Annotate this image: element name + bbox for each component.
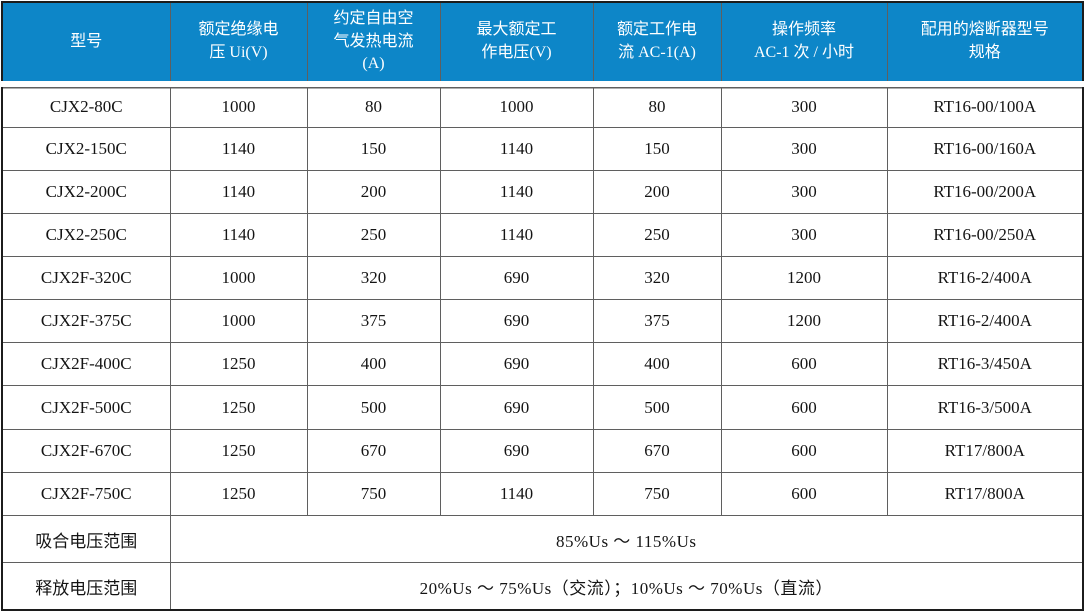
value-cell: 600 [720,428,888,473]
value-cell: 1140 [169,169,308,214]
value-cell: 400 [592,342,722,387]
value-cell: 250 [306,212,441,258]
value-cell: 690 [439,385,594,430]
column-header-op_freq: 操作频率 AC-1 次 / 小时 [720,2,888,87]
table-row: CJX2-200C 1140 200 1140 200 300 RT16-00/200A [1,169,1084,214]
table-row: CJX2F-750C 1250 750 1140 750 600 RT17/800A [1,471,1084,516]
column-header-ue_max: 最大额定工 作电压(V) [439,2,594,87]
value-cell: 320 [592,256,722,301]
value-cell: 300 [720,169,888,214]
column-header-fuse: 配用的熔断器型号 规格 [886,2,1084,87]
footer-value-cell: 20%Us ～ 75%Us（交流）；10%Us ～ 70%Us（直流） [169,562,1084,611]
footer-row: 吸合电压范围 85%Us ～ 115%Us [1,514,1084,564]
model-cell: CJX2F-500C [1,385,171,430]
value-cell: 600 [720,471,888,516]
table-row: CJX2F-375C 1000 375 690 375 1200 RT16-2/400A [1,299,1084,344]
value-cell: 200 [592,169,722,214]
value-cell: 1250 [169,385,308,430]
table-row: CJX2F-400C 1250 400 690 400 600 RT16-3/450A [1,342,1084,387]
value-cell: RT16-00/200A [886,169,1084,214]
value-cell: 1200 [720,256,888,301]
value-cell: 690 [439,299,594,344]
value-cell: 1140 [439,126,594,171]
value-cell: 400 [306,342,441,387]
value-cell: 1000 [169,299,308,344]
column-header-ui: 额定绝缘电 压 Ui(V) [169,2,308,87]
table-row: CJX2-150C 1140 150 1140 150 300 RT16-00/160A [1,126,1084,171]
value-cell: 1000 [169,256,308,301]
value-cell: 1200 [720,299,888,344]
header-row: 型号 额定绝缘电 压 Ui(V) 约定自由空 气发热电流 (A) 最大额定工 作电压(… [1,2,1084,87]
value-cell: 500 [592,385,722,430]
column-header-ith: 约定自由空 气发热电流 (A) [306,2,441,87]
value-cell: 300 [720,126,888,171]
value-cell: 690 [439,428,594,473]
value-cell: 300 [720,84,888,128]
value-cell: RT16-2/400A [886,256,1084,301]
model-cell: CJX2F-320C [1,256,171,301]
model-cell: CJX2F-400C [1,342,171,387]
footer-label-cell: 吸合电压范围 [1,514,171,564]
value-cell: RT16-00/250A [886,212,1084,258]
table-row: CJX2F-320C 1000 320 690 320 1200 RT16-2/400A [1,256,1084,301]
value-cell: RT17/800A [886,428,1084,473]
table-header: 型号 额定绝缘电 压 Ui(V) 约定自由空 气发热电流 (A) 最大额定工 作电压(… [1,2,1084,87]
model-cell: CJX2F-750C [1,471,171,516]
value-cell: 80 [592,84,722,128]
value-cell: 690 [439,342,594,387]
value-cell: 670 [306,428,441,473]
value-cell: RT17/800A [886,471,1084,516]
model-cell: CJX2-80C [1,84,171,128]
value-cell: 1140 [439,169,594,214]
value-cell: 500 [306,385,441,430]
value-cell: RT16-00/100A [886,84,1084,128]
value-cell: 1140 [439,471,594,516]
value-cell: 300 [720,212,888,258]
value-cell: 320 [306,256,441,301]
model-cell: CJX2F-670C [1,428,171,473]
model-cell: CJX2-250C [1,212,171,258]
value-cell: 600 [720,385,888,430]
table-row: CJX2-80C 1000 80 1000 80 300 RT16-00/100A [1,84,1084,128]
value-cell: RT16-3/450A [886,342,1084,387]
model-cell: CJX2-200C [1,169,171,214]
value-cell: 80 [306,84,441,128]
table-row: CJX2F-500C 1250 500 690 500 600 RT16-3/500A [1,385,1084,430]
value-cell: 375 [592,299,722,344]
value-cell: RT16-2/400A [886,299,1084,344]
model-cell: CJX2F-375C [1,299,171,344]
column-header-ie_ac1: 额定工作电 流 AC-1(A) [592,2,722,87]
value-cell: 600 [720,342,888,387]
value-cell: 1250 [169,428,308,473]
value-cell: 750 [592,471,722,516]
value-cell: 670 [592,428,722,473]
value-cell: 1250 [169,342,308,387]
value-cell: RT16-00/160A [886,126,1084,171]
value-cell: 1140 [439,212,594,258]
value-cell: 1250 [169,471,308,516]
footer-value-cell: 85%Us ～ 115%Us [169,514,1084,564]
table-body: CJX2-80C 1000 80 1000 80 300 RT16-00/100A CJX2-… [1,84,1084,611]
value-cell: 1000 [169,84,308,128]
table-row: CJX2-250C 1140 250 1140 250 300 RT16-00/250A [1,212,1084,258]
value-cell: 200 [306,169,441,214]
value-cell: 375 [306,299,441,344]
value-cell: 150 [306,126,441,171]
value-cell: 1140 [169,212,308,258]
value-cell: 1000 [439,84,594,128]
value-cell: RT16-3/500A [886,385,1084,430]
value-cell: 150 [592,126,722,171]
value-cell: 1140 [169,126,308,171]
model-cell: CJX2-150C [1,126,171,171]
value-cell: 250 [592,212,722,258]
footer-label-cell: 释放电压范围 [1,562,171,611]
value-cell: 750 [306,471,441,516]
footer-row: 释放电压范围 20%Us ～ 75%Us（交流）；10%Us ～ 70%Us（直流… [1,562,1084,611]
value-cell: 690 [439,256,594,301]
column-header-model: 型号 [1,2,171,87]
table-row: CJX2F-670C 1250 670 690 670 600 RT17/800A [1,428,1084,473]
